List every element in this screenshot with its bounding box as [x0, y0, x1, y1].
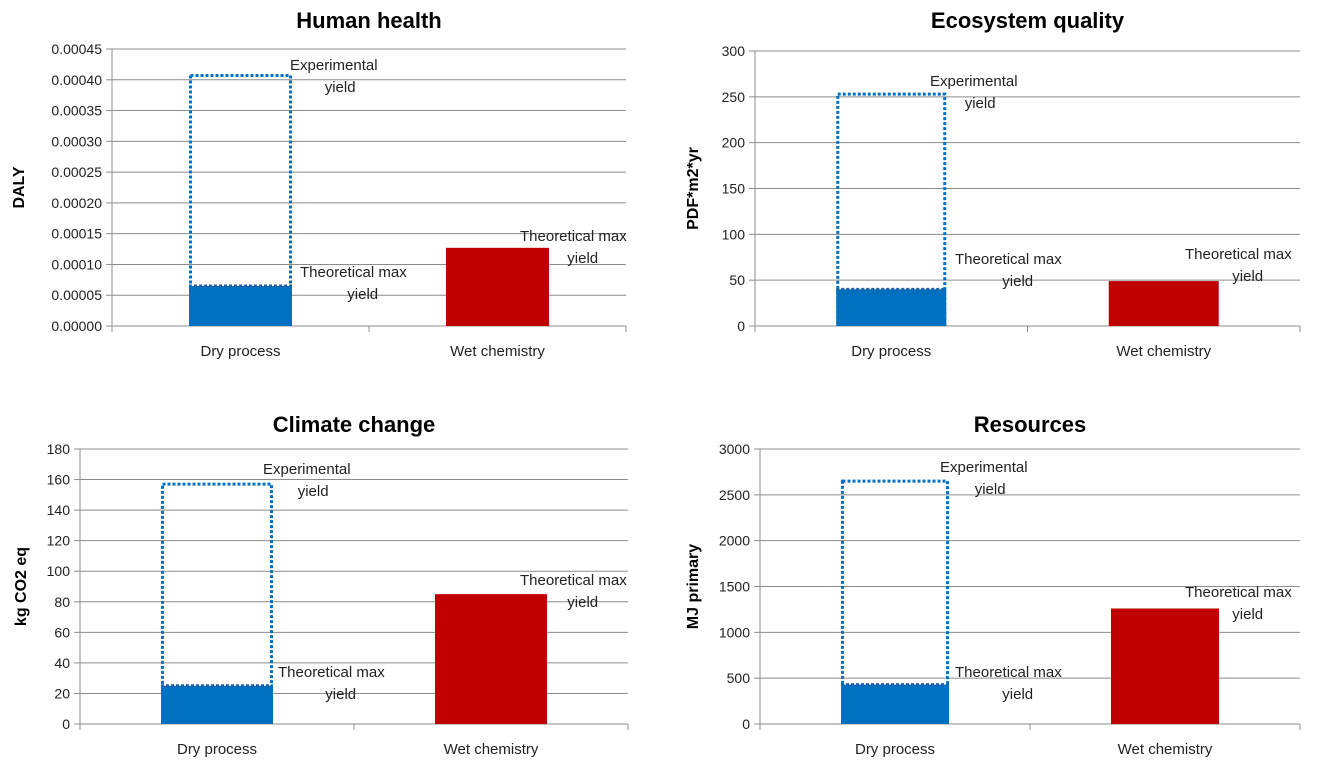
y-tick-label: 0.00045 — [51, 41, 102, 57]
x-category-label: Dry process — [855, 741, 935, 758]
y-tick-label: 20 — [54, 685, 70, 701]
annotation-line-2: yield — [1002, 686, 1033, 703]
y-tick-label: 0.00005 — [51, 287, 102, 303]
y-tick-label: 150 — [722, 181, 746, 197]
y-tick-label: 100 — [47, 563, 71, 579]
x-category-label: Wet chemistry — [444, 741, 539, 758]
annotation-line-1: Theoretical max — [278, 664, 385, 681]
y-tick-label: 0.00010 — [51, 256, 102, 272]
chart-panel-1: 0.00000 0.00005 0.00010 0.00015 0.00020 0.000… — [11, 8, 627, 360]
annotation-line-2: yield — [325, 686, 356, 703]
y-tick-label: 140 — [47, 502, 71, 518]
chart-panel-3: 0 20 40 60 80 100 120 140 160 180 Dry process Wet c… — [13, 412, 629, 758]
y-tick-label: 0 — [62, 716, 70, 732]
bar-experimental-outline — [841, 479, 949, 725]
y-axis-label: MJ primary — [685, 544, 702, 629]
y-tick-label: 250 — [722, 89, 746, 105]
x-category-label: Wet chemistry — [1116, 343, 1211, 360]
annotation-line-2: yield — [298, 483, 329, 500]
bar-wet-chemistry — [1108, 281, 1219, 326]
annotation-line-1: Experimental — [930, 73, 1018, 90]
annotation-line-2: yield — [1232, 606, 1263, 623]
annotation-line-2: yield — [567, 594, 598, 611]
annotation-line-1: Theoretical max — [1185, 246, 1292, 263]
y-tick-label: 160 — [47, 472, 71, 488]
bar-dry-process — [841, 684, 949, 724]
annotation-line-2: yield — [975, 481, 1006, 498]
annotation-line-1: Experimental — [940, 459, 1028, 476]
y-tick-label: 0.00035 — [51, 103, 102, 119]
bar-experimental-outline — [161, 482, 273, 724]
annotation-line-2: yield — [347, 286, 378, 303]
chart-title: Resources — [974, 412, 1087, 437]
annotation-line-1: Theoretical max — [955, 251, 1062, 268]
chart-title: Climate change — [273, 412, 436, 437]
y-tick-label: 60 — [54, 624, 70, 640]
y-tick-label: 0 — [737, 318, 745, 334]
chart-title: Ecosystem quality — [931, 8, 1125, 33]
annotation-line-2: yield — [567, 250, 598, 267]
bar-experimental-outline — [836, 92, 947, 327]
y-axis-label: kg CO2 eq — [13, 547, 30, 626]
annotation-line-1: Theoretical max — [1185, 584, 1292, 601]
annotation-line-1: Theoretical max — [955, 664, 1062, 681]
annotation-line-1: Experimental — [263, 461, 351, 478]
y-tick-label: 200 — [722, 135, 746, 151]
y-tick-label: 2000 — [719, 533, 750, 549]
y-tick-label: 2500 — [719, 487, 750, 503]
bar-dry-process — [836, 289, 947, 326]
y-tick-label: 40 — [54, 655, 70, 671]
y-tick-label: 0.00000 — [51, 318, 102, 334]
annotation-line-1: Theoretical max — [300, 264, 407, 281]
y-tick-label: 1500 — [719, 579, 750, 595]
chart-title: Human health — [296, 8, 441, 33]
y-tick-label: 1000 — [719, 624, 750, 640]
annotation-line-1: Theoretical max — [520, 572, 627, 589]
annotation-line-1: Experimental — [290, 57, 378, 74]
y-axis-label: PDF*m2*yr — [685, 147, 702, 230]
bar-wet-chemistry — [435, 594, 547, 724]
bar-dry-process — [161, 685, 273, 724]
x-category-label: Dry process — [200, 343, 280, 360]
y-tick-label: 0.00020 — [51, 195, 102, 211]
x-category-label: Dry process — [851, 343, 931, 360]
y-tick-label: 80 — [54, 594, 70, 610]
y-tick-label: 0.00015 — [51, 226, 102, 242]
x-category-label: Dry process — [177, 741, 257, 758]
annotation-line-2: yield — [325, 79, 356, 96]
y-tick-label: 500 — [727, 670, 751, 686]
y-tick-label: 50 — [729, 272, 745, 288]
bar-wet-chemistry — [1111, 608, 1219, 724]
bar-wet-chemistry — [446, 247, 549, 326]
y-tick-label: 180 — [47, 441, 71, 457]
y-tick-label: 0.00040 — [51, 72, 102, 88]
x-category-label: Wet chemistry — [1118, 741, 1213, 758]
annotation-line-1: Theoretical max — [520, 228, 627, 245]
chart-panel-4: 0 500 1000 1500 2000 2500 3000 Dry process Wet c… — [685, 412, 1301, 758]
y-tick-label: 0 — [742, 716, 750, 732]
y-tick-label: 3000 — [719, 441, 750, 457]
y-tick-label: 120 — [47, 533, 71, 549]
chart-panel-2: 0 50 100 150 200 250 300 Dry process Wet chemist… — [685, 8, 1301, 360]
y-tick-label: 0.00030 — [51, 133, 102, 149]
y-axis-label: DALY — [11, 166, 28, 208]
bar-experimental-outline — [189, 73, 292, 326]
y-tick-label: 300 — [722, 43, 746, 59]
bar-dry-process — [189, 285, 292, 326]
y-tick-label: 0.00025 — [51, 164, 102, 180]
annotation-line-2: yield — [1002, 273, 1033, 290]
annotation-line-2: yield — [965, 95, 996, 112]
x-category-label: Wet chemistry — [450, 343, 545, 360]
annotation-line-2: yield — [1232, 268, 1263, 285]
y-tick-label: 100 — [722, 226, 746, 242]
